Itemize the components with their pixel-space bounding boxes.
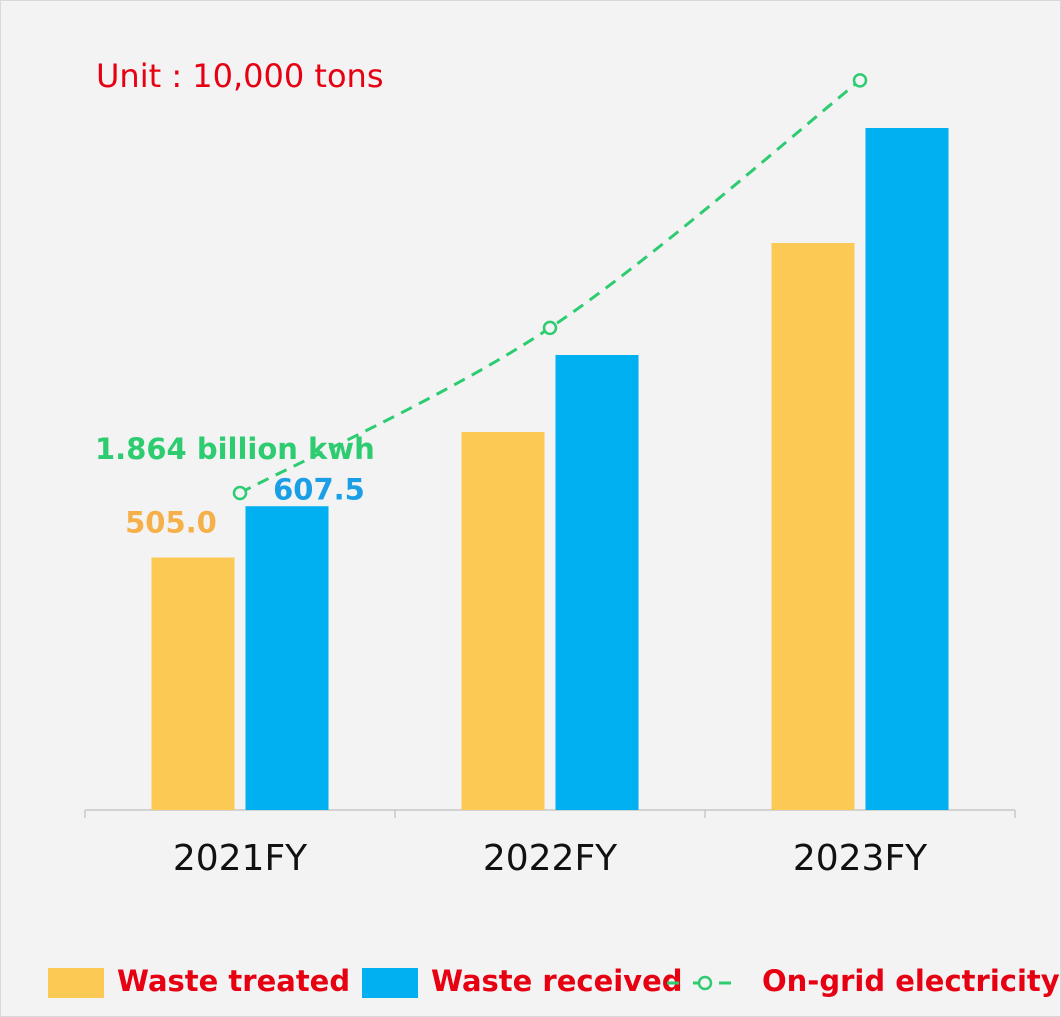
bar (555, 355, 639, 810)
legend-label: Waste received (431, 964, 683, 998)
data-label: 1.864 billion kwh (95, 432, 375, 466)
legend-label: Waste treated (117, 964, 350, 998)
x-tick-label: 2021FY (173, 838, 308, 879)
bar (865, 128, 949, 810)
bar (151, 557, 235, 810)
line-marker (232, 485, 248, 501)
legend-swatch (362, 968, 418, 998)
bar (245, 506, 329, 810)
unit-annotation: Unit : 10,000 tons (96, 57, 383, 95)
data-label: 607.5 (273, 472, 365, 506)
data-label: 505.0 (125, 506, 217, 540)
line-marker (542, 320, 558, 336)
x-tick-label: 2023FY (793, 838, 928, 879)
legend-swatch (697, 975, 713, 991)
legend-swatch (48, 968, 104, 998)
bar (771, 243, 855, 810)
bar (461, 432, 545, 810)
legend-label: On-grid electricity (762, 964, 1060, 998)
line-marker (852, 73, 868, 88)
x-tick-label: 2022FY (483, 838, 618, 879)
